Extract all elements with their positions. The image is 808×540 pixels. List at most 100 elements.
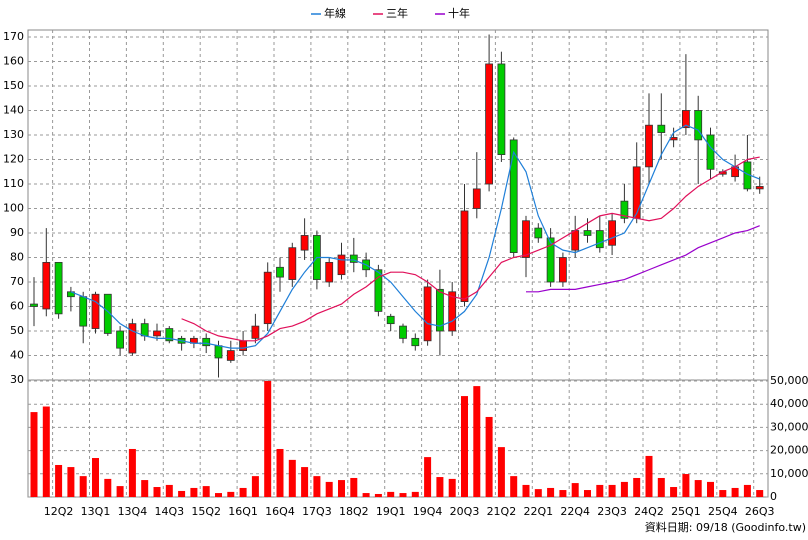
volume-bar [584,490,591,497]
legend-label: 十年 [448,6,470,20]
candle-body [435,288,444,332]
candle-body [522,220,530,258]
x-tick-label: 17Q3 [302,505,332,518]
volume-bar [30,412,38,497]
candle-body [103,293,112,334]
volume-bar [313,476,321,497]
ma-line [181,156,760,342]
candle-body [54,261,63,315]
candle-body [128,323,137,354]
candle-body [91,293,100,329]
volume-bar [608,484,616,497]
y2-tick-label: 20,000 [770,444,808,457]
volume-bar [153,487,161,497]
candle-body [755,186,764,190]
candle-body [534,227,543,239]
y-tick-label: 120 [3,153,24,166]
candle-body [300,235,309,251]
candle-body [214,345,223,359]
volume-bar [657,477,665,497]
volume-bar [374,493,382,497]
x-tick-label: 16Q4 [265,505,295,518]
volume-bar [670,487,678,497]
volume-bar [55,464,63,497]
x-tick-label: 25Q4 [708,505,738,518]
volume-bar [559,490,567,497]
candle-body [645,124,653,168]
volume-bar [251,476,259,497]
volume-bar [461,396,468,497]
source-note: 資料日期: 09/18 (Goodinfo.tw) [645,520,806,534]
volume-bar [424,457,432,497]
volume-bar [436,477,444,497]
volume-bar [178,490,186,497]
y-tick-label: 30 [10,373,24,386]
y-tick-label: 90 [10,226,24,239]
volume-bar [227,491,235,497]
ma-line [526,225,760,293]
volume-bar [288,459,296,497]
candle-body [559,257,567,283]
y-tick-label: 110 [3,177,24,190]
volume-bar [707,481,714,497]
volume-bar [141,480,149,497]
y2-tick-label: 0 [770,490,777,503]
candle-body [706,134,715,170]
candle-body [583,230,592,236]
candle-body [349,254,358,263]
candle-body [202,337,211,347]
x-tick-label: 22Q1 [523,505,553,518]
x-tick-label: 15Q2 [191,505,221,518]
volume-bar [67,467,75,497]
candle-body [239,340,248,351]
candle-body [116,330,124,349]
x-tick-label: 13Q1 [81,505,111,518]
candle-body [682,110,690,129]
candle-body [79,296,88,327]
volume-bar [325,481,333,497]
y-tick-label: 80 [10,251,24,264]
candle-body [448,291,457,332]
y-tick-label: 40 [10,349,24,362]
y2-tick-label: 10,000 [770,467,808,480]
volume-bar [338,480,345,497]
volume-bar [473,386,481,497]
candle-body [485,63,494,185]
volume-bar [522,484,530,497]
candle-body [423,286,432,342]
x-tick-label: 25Q1 [671,505,701,518]
volume-bar [534,489,542,497]
volume-bar [202,486,210,497]
candle-body [165,328,174,342]
candle-body [595,230,604,249]
candle-body [571,230,580,251]
candle-body [694,110,703,141]
volume-bar [731,487,739,497]
volume-bar [620,481,628,497]
volume-bar [387,491,395,497]
y-tick-label: 160 [3,55,24,68]
volume-bar [362,493,370,497]
y-tick-label: 150 [3,79,24,92]
volume-bar [128,448,136,497]
candle-body [620,200,629,219]
candle-body [509,139,518,253]
volume-bar [497,447,505,497]
ma-line [70,124,760,349]
y2-tick-label: 30,000 [770,420,808,433]
volume-bar [239,487,247,497]
candle-body [546,237,555,283]
volume-bar [276,448,284,497]
candle-body [411,337,420,347]
candle-body [657,124,666,133]
volume-bar [645,455,653,497]
volume-bar [633,477,641,497]
candle-body [472,188,481,209]
y2-tick-label: 50,000 [770,374,808,387]
y2-tick-label: 40,000 [770,397,808,410]
y-tick-label: 130 [3,128,24,141]
volume-bar [756,490,764,497]
x-tick-label: 21Q2 [487,505,517,518]
volume-bar [301,467,309,497]
